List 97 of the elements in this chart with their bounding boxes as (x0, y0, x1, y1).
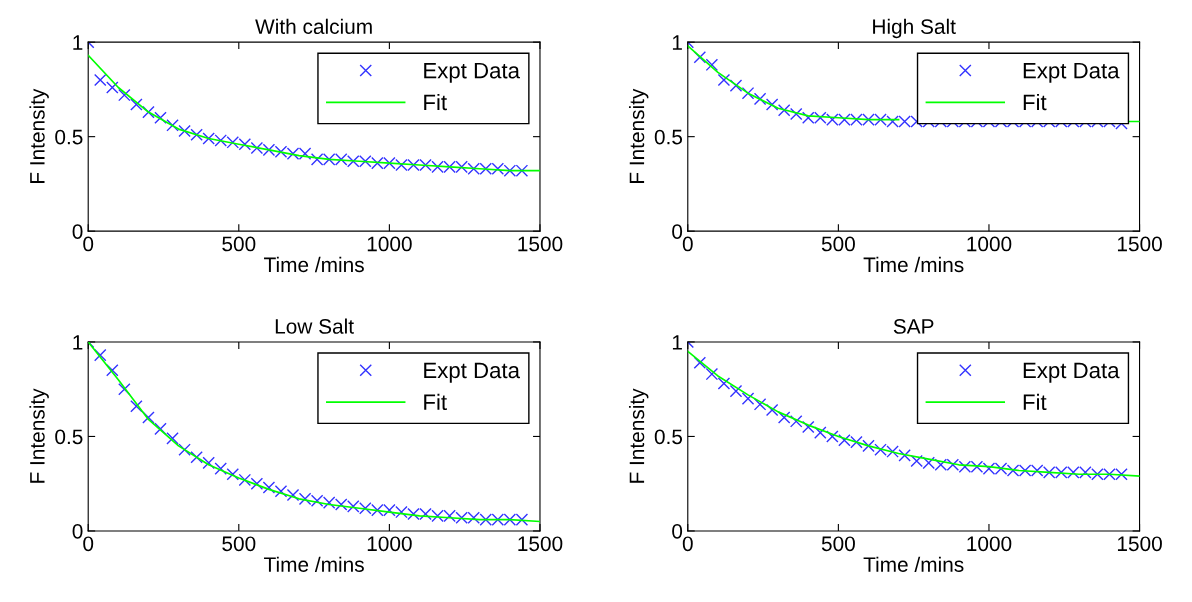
point (693, 51, 707, 64)
x-tick-label: 1000 (367, 236, 412, 252)
point (130, 98, 143, 111)
y-tick-label: 0 (672, 224, 683, 239)
y-tick-label: 0 (72, 523, 83, 539)
point (274, 485, 288, 498)
point (286, 488, 300, 502)
point (166, 432, 179, 445)
point (238, 473, 252, 487)
point (190, 450, 203, 464)
x-tick-label: 500 (821, 236, 855, 252)
point (741, 392, 755, 405)
point (765, 98, 779, 111)
x-tick-label: 1000 (967, 236, 1012, 252)
point (202, 456, 215, 470)
point (262, 481, 276, 494)
y-axis-title: F Intensity (628, 388, 649, 483)
point (753, 92, 767, 106)
point (862, 439, 875, 453)
y-tick-label: 1 (73, 335, 83, 350)
point (250, 477, 264, 490)
point (94, 73, 107, 87)
point (789, 415, 803, 428)
point (166, 119, 179, 132)
point (717, 377, 731, 390)
point (753, 398, 767, 411)
point (94, 348, 107, 362)
y-tick-label: 0.5 (55, 129, 83, 145)
x-tick-label: 1500 (1117, 536, 1162, 552)
point (717, 73, 731, 87)
x-tick-label: 500 (821, 536, 855, 552)
point (142, 411, 155, 424)
x-tick-label: 1000 (967, 536, 1012, 552)
point (729, 384, 743, 398)
point (789, 107, 803, 121)
x-tick-label: 0 (682, 536, 693, 552)
chart-title: Low Salt (275, 318, 354, 334)
x-tick-label: 0 (83, 536, 94, 552)
point (705, 58, 719, 72)
y-tick-label: 1 (672, 35, 682, 50)
y-tick-label: 0.5 (654, 429, 683, 445)
point (705, 367, 719, 381)
chart-title: With calcium (255, 18, 372, 35)
legend-label: Fit (1023, 93, 1047, 111)
legend-label: Fit (1023, 393, 1047, 411)
line-series (687, 350, 1140, 477)
x-tick-label: 1500 (518, 236, 563, 252)
legend-label: Fit (424, 93, 447, 111)
y-axis-title: F Intensity (29, 388, 49, 483)
legend-label: Expt Data (1023, 362, 1120, 383)
y-tick-label: 0 (72, 224, 83, 239)
legend-label: Expt Data (1023, 62, 1120, 83)
y-tick-label: 1 (672, 335, 682, 350)
y-axis-title: F Intensity (628, 88, 649, 183)
x-tick-label: 1000 (367, 536, 412, 552)
legend-label: Fit (424, 393, 447, 411)
chart-title: SAP (893, 319, 934, 334)
legend-label: Expt Data (424, 62, 520, 83)
x-tick-label: 500 (222, 236, 256, 252)
point (814, 426, 827, 439)
point (178, 124, 191, 138)
point (741, 86, 755, 100)
point (106, 81, 119, 94)
point (178, 443, 191, 456)
y-tick-label: 0.5 (654, 129, 683, 145)
x-axis-title: Time /mins (264, 256, 364, 273)
y-tick-label: 0 (672, 523, 683, 539)
x-tick-label: 500 (222, 536, 256, 552)
point (729, 79, 743, 92)
point (154, 422, 167, 436)
point (154, 111, 167, 125)
x-tick-label: 0 (682, 236, 693, 252)
point (130, 399, 143, 413)
point (898, 449, 911, 462)
y-tick-label: 0.5 (55, 429, 83, 445)
x-axis-title: Time /mins (264, 556, 364, 572)
point (802, 420, 815, 434)
point (214, 462, 227, 475)
point (777, 103, 791, 117)
point (190, 128, 203, 142)
x-tick-label: 0 (83, 236, 94, 252)
x-tick-label: 1500 (518, 536, 563, 552)
chart-title: High Salt (873, 18, 956, 39)
point (142, 105, 155, 119)
point (765, 403, 779, 417)
x-axis-title: Time /mins (863, 256, 964, 273)
point (118, 88, 131, 102)
x-axis-title: Time /mins (863, 556, 964, 572)
point (777, 411, 791, 424)
point (106, 364, 119, 377)
y-tick-label: 1 (73, 35, 83, 50)
legend-label: Expt Data (424, 362, 520, 383)
x-tick-label: 1500 (1117, 236, 1162, 252)
point (226, 468, 240, 481)
y-axis-title: F Intensity (29, 88, 49, 183)
line-series (88, 54, 540, 172)
point (826, 430, 839, 443)
